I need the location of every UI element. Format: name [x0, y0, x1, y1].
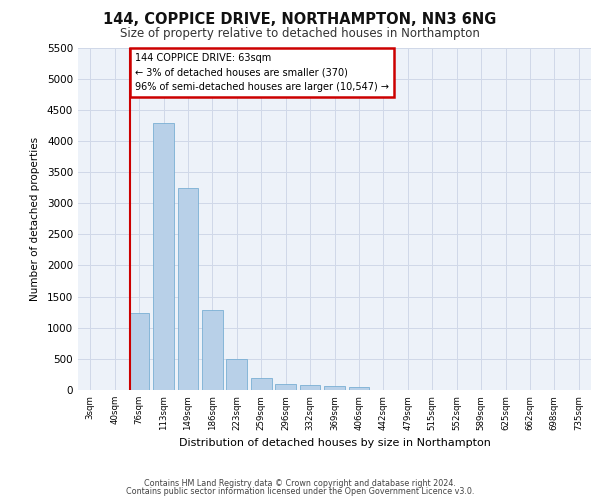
Text: 144, COPPICE DRIVE, NORTHAMPTON, NN3 6NG: 144, COPPICE DRIVE, NORTHAMPTON, NN3 6NG: [103, 12, 497, 28]
Text: Contains HM Land Registry data © Crown copyright and database right 2024.: Contains HM Land Registry data © Crown c…: [144, 478, 456, 488]
Bar: [226, 360, 247, 390]
Bar: [349, 386, 370, 390]
Bar: [128, 313, 149, 390]
Bar: [153, 124, 174, 390]
Bar: [178, 188, 199, 390]
X-axis label: Distribution of detached houses by size in Northampton: Distribution of detached houses by size …: [179, 438, 490, 448]
Bar: [202, 310, 223, 390]
Text: Size of property relative to detached houses in Northampton: Size of property relative to detached ho…: [120, 28, 480, 40]
Bar: [275, 384, 296, 390]
Text: 144 COPPICE DRIVE: 63sqm
← 3% of detached houses are smaller (370)
96% of semi-d: 144 COPPICE DRIVE: 63sqm ← 3% of detache…: [134, 52, 389, 92]
Y-axis label: Number of detached properties: Number of detached properties: [30, 136, 40, 301]
Bar: [324, 386, 345, 390]
Bar: [299, 386, 320, 390]
Bar: [251, 378, 272, 390]
Text: Contains public sector information licensed under the Open Government Licence v3: Contains public sector information licen…: [126, 487, 474, 496]
